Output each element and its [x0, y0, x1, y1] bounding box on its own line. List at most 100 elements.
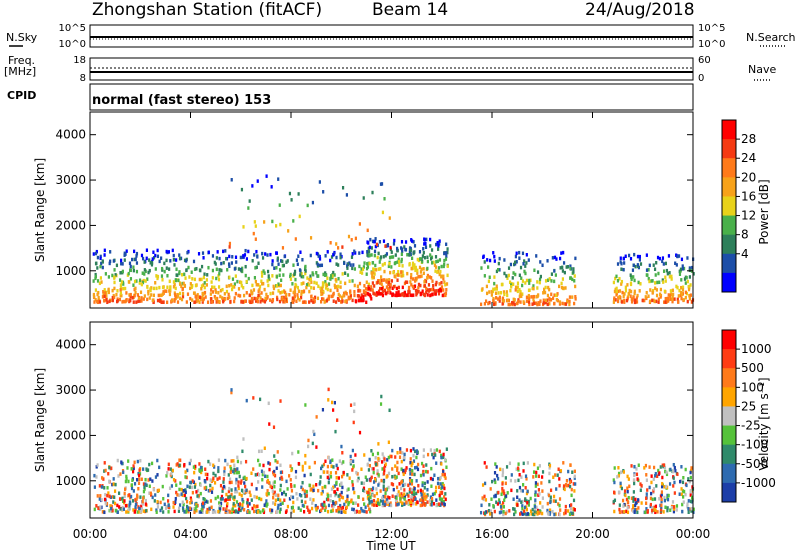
- data-cell: [312, 286, 315, 290]
- data-cell: [324, 280, 327, 284]
- data-cell: [281, 290, 284, 294]
- data-cell: [440, 490, 444, 495]
- data-cell: [548, 466, 551, 470]
- data-cell: [204, 467, 207, 471]
- data-cell: [219, 294, 222, 299]
- data-cell: [381, 467, 384, 471]
- data-cell: [574, 256, 577, 261]
- data-cell: [356, 472, 359, 476]
- data-cell: [383, 500, 387, 505]
- data-cell: [234, 291, 237, 296]
- data-cell: [493, 478, 496, 482]
- data-cell: [301, 300, 305, 304]
- data-cell: [626, 486, 629, 490]
- data-cell: [417, 275, 420, 279]
- data-cell: [156, 248, 159, 253]
- data-cell: [349, 460, 353, 464]
- data-cell: [276, 258, 279, 262]
- data-cell: [404, 468, 407, 472]
- data-cell: [685, 275, 688, 280]
- data-cell: [263, 271, 266, 275]
- data-cell: [349, 263, 352, 267]
- data-cell: [325, 497, 329, 502]
- data-cell: [498, 500, 501, 505]
- data-cell: [291, 505, 295, 510]
- data-cell: [295, 258, 299, 262]
- data-cell: [128, 293, 131, 297]
- data-cell: [560, 251, 563, 255]
- data-cell: [111, 495, 115, 499]
- data-cell: [367, 468, 371, 472]
- data-cell: [351, 483, 354, 487]
- data-cell: [375, 242, 379, 247]
- data-cell: [388, 216, 391, 220]
- data-cell: [422, 448, 425, 452]
- data-cell: [141, 280, 145, 285]
- data-cell: [429, 237, 432, 242]
- data-cell: [292, 298, 296, 302]
- data-cell: [394, 475, 397, 480]
- velocity-ylabel: Slant Range [km]: [33, 368, 47, 472]
- data-cell: [330, 255, 334, 259]
- data-cell: [499, 290, 503, 295]
- data-cell: [377, 442, 380, 446]
- data-cell: [237, 287, 241, 291]
- data-cell: [276, 506, 280, 510]
- data-cell: [401, 483, 405, 488]
- data-cell: [401, 503, 404, 507]
- data-cell: [119, 507, 122, 511]
- data-cell: [146, 297, 149, 302]
- data-cell: [388, 287, 391, 292]
- data-cell: [322, 190, 325, 194]
- data-cell: [397, 269, 400, 274]
- data-cell: [395, 475, 398, 479]
- data-cell: [559, 469, 563, 473]
- data-cell: [158, 465, 161, 470]
- data-cell: [406, 501, 409, 505]
- data-cell: [692, 507, 695, 512]
- data-cell: [195, 490, 198, 494]
- data-cell: [409, 293, 412, 297]
- data-cell: [99, 505, 102, 509]
- data-cell: [142, 496, 145, 500]
- data-cell: [573, 469, 576, 474]
- data-cell: [479, 302, 483, 307]
- data-cell: [368, 457, 371, 462]
- data-cell: [388, 278, 391, 282]
- data-cell: [354, 501, 357, 505]
- data-cell: [349, 293, 352, 298]
- data-cell: [647, 294, 650, 298]
- data-cell: [291, 296, 294, 301]
- data-cell: [518, 288, 521, 292]
- data-cell: [107, 290, 111, 295]
- data-cell: [291, 495, 295, 500]
- data-cell: [395, 291, 398, 295]
- data-cell: [439, 475, 442, 480]
- data-cell: [678, 492, 681, 496]
- data-cell: [172, 258, 175, 262]
- data-cell: [627, 477, 630, 481]
- data-cell: [402, 293, 405, 297]
- data-cell: [377, 289, 381, 294]
- data-cell: [667, 254, 671, 258]
- data-cell: [130, 494, 133, 499]
- data-cell: [129, 264, 132, 269]
- data-cell: [96, 292, 99, 297]
- data-cell: [168, 292, 172, 297]
- data-cell: [283, 254, 286, 259]
- data-cell: [264, 502, 268, 506]
- data-cell: [213, 481, 217, 485]
- data-cell: [385, 475, 388, 479]
- data-cell: [227, 473, 230, 477]
- data-cell: [230, 287, 234, 292]
- data-cell: [633, 289, 636, 294]
- data-cell: [279, 488, 282, 492]
- data-cell: [353, 490, 356, 495]
- data-cell: [618, 296, 621, 300]
- data-cell: [517, 462, 520, 466]
- data-cell: [402, 472, 405, 477]
- data-cell: [558, 512, 561, 517]
- data-cell: [685, 483, 688, 488]
- data-cell: [178, 270, 181, 274]
- data-cell: [94, 276, 97, 281]
